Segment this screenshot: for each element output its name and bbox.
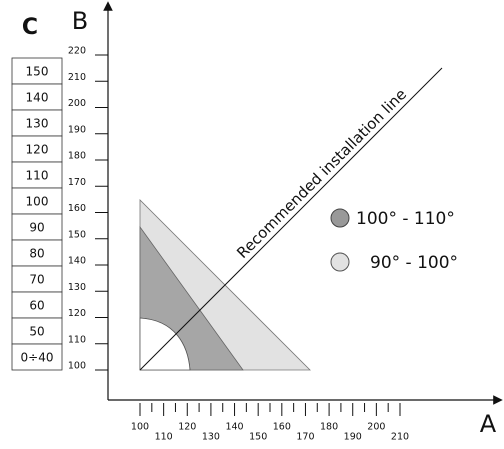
label-a: A xyxy=(480,410,497,438)
tick-label: 100 xyxy=(68,361,86,372)
table-cell xyxy=(11,161,63,189)
legend-swatch xyxy=(330,208,350,228)
legend-label: 100° - 110° xyxy=(356,209,455,229)
tick-label: 190 xyxy=(344,432,362,443)
tick-label: 180 xyxy=(320,422,338,433)
table-value: 50 xyxy=(29,325,44,339)
table-cell xyxy=(11,187,63,215)
table-cell xyxy=(11,343,63,371)
tick-label: 170 xyxy=(68,177,86,188)
tick-label: 110 xyxy=(155,432,173,443)
table-value: 0÷40 xyxy=(21,351,54,365)
table-cell xyxy=(11,135,63,163)
table-value: 150 xyxy=(26,65,49,79)
table-cell xyxy=(11,291,63,319)
tick-label: 120 xyxy=(178,422,196,433)
table-value: 100 xyxy=(26,195,49,209)
table-value: 80 xyxy=(29,247,44,261)
table-cell xyxy=(11,109,63,137)
tick-label: 160 xyxy=(273,422,291,433)
table-value: 70 xyxy=(29,273,44,287)
tick-label: 200 xyxy=(367,422,385,433)
tick-label: 110 xyxy=(68,334,86,345)
tick-label: 220 xyxy=(68,46,86,57)
legend-swatch xyxy=(330,252,350,272)
table-value: 130 xyxy=(26,117,49,131)
tick-label: 200 xyxy=(68,98,86,109)
tick-label: 130 xyxy=(202,432,220,443)
tick-label: 180 xyxy=(68,151,86,162)
table-value: 60 xyxy=(29,299,44,313)
annotation: Recommended installation line xyxy=(233,85,410,262)
tick-label: 160 xyxy=(68,203,86,214)
table-cell xyxy=(11,239,63,267)
tick-label: 120 xyxy=(68,308,86,319)
label-c: C xyxy=(22,15,38,40)
legend-label: 90° - 100° xyxy=(370,253,458,273)
table-value: 90 xyxy=(29,221,44,235)
tick-label: 210 xyxy=(391,432,409,443)
tick-label: 140 xyxy=(225,422,243,433)
tick-label: 140 xyxy=(68,256,86,267)
tick-label: 190 xyxy=(68,124,86,135)
tick-label: 130 xyxy=(68,282,86,293)
table-cell xyxy=(11,317,63,345)
tick-label: 150 xyxy=(68,229,86,240)
tick-label: 210 xyxy=(68,72,86,83)
table-value: 120 xyxy=(26,143,49,157)
table-value: 110 xyxy=(26,169,49,183)
table-value: 140 xyxy=(26,91,49,105)
table-cell xyxy=(11,265,63,293)
tick-label: 170 xyxy=(296,432,314,443)
table-cell xyxy=(11,213,63,241)
installation-line xyxy=(139,67,443,371)
label-b: B xyxy=(72,7,88,35)
tick-label: 150 xyxy=(249,432,267,443)
tick-label: 100 xyxy=(131,422,149,433)
